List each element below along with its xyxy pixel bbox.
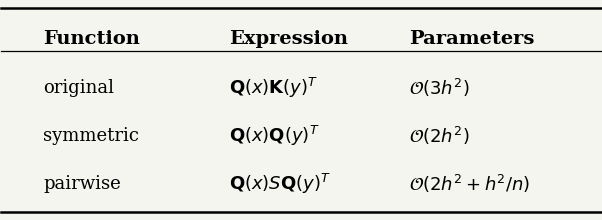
Text: Parameters: Parameters	[409, 30, 534, 48]
Text: Function: Function	[43, 30, 140, 48]
Text: $\mathcal{O}(2h^2)$: $\mathcal{O}(2h^2)$	[409, 125, 470, 147]
Text: original: original	[43, 79, 114, 97]
Text: $\mathbf{Q}(x)\mathbf{Q}(y)^T$: $\mathbf{Q}(x)\mathbf{Q}(y)^T$	[229, 124, 320, 148]
Text: $\mathcal{O}(3h^2)$: $\mathcal{O}(3h^2)$	[409, 77, 470, 99]
Text: $\mathcal{O}(2h^2 + h^2/n)$: $\mathcal{O}(2h^2 + h^2/n)$	[409, 173, 530, 195]
Text: pairwise: pairwise	[43, 175, 121, 193]
Text: symmetric: symmetric	[43, 127, 139, 145]
Text: $\mathbf{Q}(x)\mathbf{K}(y)^T$: $\mathbf{Q}(x)\mathbf{K}(y)^T$	[229, 76, 318, 100]
Text: $\mathbf{Q}(x)S\mathbf{Q}(y)^T$: $\mathbf{Q}(x)S\mathbf{Q}(y)^T$	[229, 172, 331, 196]
Text: Expression: Expression	[229, 30, 348, 48]
